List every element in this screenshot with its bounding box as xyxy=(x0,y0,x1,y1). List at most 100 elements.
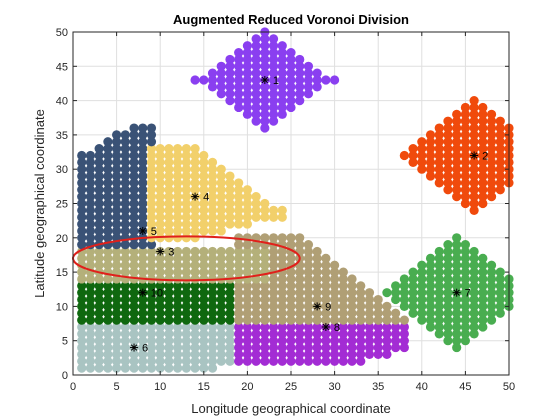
cell-point-6 xyxy=(216,329,226,339)
cell-point-9 xyxy=(321,308,331,318)
cell-point-5 xyxy=(129,150,139,161)
cell-point-9 xyxy=(303,308,314,318)
cell-point-9 xyxy=(286,301,296,311)
cell-point-1 xyxy=(260,96,270,106)
cell-point-4 xyxy=(190,205,200,215)
cell-point-5 xyxy=(77,164,87,174)
cell-point-1 xyxy=(268,109,279,119)
cell-point-6 xyxy=(199,356,209,366)
cell-point-2 xyxy=(417,157,427,167)
cell-point-7 xyxy=(417,267,427,277)
cell-point-1 xyxy=(295,96,305,106)
cell-point-8 xyxy=(286,329,296,339)
cell-point-7 xyxy=(460,253,470,263)
cell-point-4 xyxy=(225,171,235,181)
cell-point-7 xyxy=(391,294,401,305)
cell-point-1 xyxy=(286,68,296,78)
cell-point-9 xyxy=(330,274,340,284)
cell-point-3 xyxy=(164,246,174,257)
cell-point-1 xyxy=(268,41,279,51)
cell-point-7 xyxy=(408,274,418,284)
cell-point-3 xyxy=(225,253,235,263)
cell-point-6 xyxy=(164,342,174,353)
cell-point-8 xyxy=(364,336,375,346)
cell-point-10 xyxy=(77,308,87,318)
cell-point-7 xyxy=(478,288,488,298)
cell-point-9 xyxy=(242,240,252,250)
cell-point-2 xyxy=(452,116,462,126)
cell-point-5 xyxy=(138,212,148,222)
cell-point-5 xyxy=(94,205,104,215)
cell-point-4 xyxy=(155,205,165,215)
cell-point-7 xyxy=(460,240,470,250)
cell-point-5 xyxy=(129,123,139,133)
cell-point-3 xyxy=(120,260,130,270)
cell-point-5 xyxy=(146,123,157,133)
cell-point-2 xyxy=(434,171,444,181)
cell-point-9 xyxy=(251,301,261,311)
cell-point-10 xyxy=(112,301,122,311)
cell-point-8 xyxy=(364,329,375,339)
cell-point-4 xyxy=(216,212,226,222)
cell-point-7 xyxy=(469,308,479,318)
cell-point-10 xyxy=(207,288,218,298)
cell-point-8 xyxy=(268,329,279,339)
cell-point-1 xyxy=(286,61,296,71)
cell-point-5 xyxy=(103,178,113,188)
cell-point-2 xyxy=(486,157,497,167)
cell-point-3 xyxy=(155,267,165,277)
cell-point-7 xyxy=(469,281,479,291)
cell-point-6 xyxy=(77,349,87,360)
cell-point-3 xyxy=(129,260,139,270)
cell-point-9 xyxy=(312,281,322,291)
cell-point-9 xyxy=(321,260,331,270)
cell-point-1 xyxy=(295,82,305,92)
cell-point-9 xyxy=(347,315,357,325)
cell-point-4 xyxy=(181,226,191,236)
cell-point-6 xyxy=(225,322,235,332)
cell-point-2 xyxy=(417,150,427,161)
site-label-6: 6 xyxy=(142,343,148,355)
site-star-stroke xyxy=(191,193,199,200)
cell-point-8 xyxy=(347,336,357,346)
cell-point-8 xyxy=(234,322,244,332)
cell-point-1 xyxy=(312,82,322,92)
cell-point-7 xyxy=(434,315,444,325)
cell-point-1 xyxy=(251,109,261,119)
cell-point-8 xyxy=(321,342,331,353)
cell-point-3 xyxy=(94,274,104,284)
cell-point-7 xyxy=(486,274,497,284)
cell-point-1 xyxy=(295,89,305,99)
cell-point-9 xyxy=(242,294,252,305)
cell-point-3 xyxy=(103,253,113,263)
cell-point-6 xyxy=(129,356,139,366)
cell-point-2 xyxy=(478,130,488,140)
cell-point-8 xyxy=(242,329,252,339)
cell-point-2 xyxy=(460,164,470,174)
cell-point-4 xyxy=(164,144,174,154)
cell-point-9 xyxy=(303,246,314,257)
cell-point-8 xyxy=(277,336,287,346)
cell-point-7 xyxy=(425,301,436,311)
cell-point-3 xyxy=(173,246,183,257)
cell-point-8 xyxy=(295,356,305,366)
cell-point-2 xyxy=(434,178,444,188)
cell-point-8 xyxy=(373,349,383,360)
cell-point-5 xyxy=(129,185,139,195)
cell-point-7 xyxy=(452,315,462,325)
cell-point-3 xyxy=(216,260,226,270)
cell-point-10 xyxy=(190,294,200,305)
cell-point-8 xyxy=(268,349,279,360)
cell-point-4 xyxy=(207,178,218,188)
cell-point-10 xyxy=(173,308,183,318)
cell-point-3 xyxy=(260,274,270,284)
cell-point-4 xyxy=(173,171,183,181)
cell-point-7 xyxy=(425,253,436,263)
cell-point-8 xyxy=(295,322,305,332)
cell-point-6 xyxy=(199,363,209,373)
cell-point-1 xyxy=(234,75,244,85)
cell-point-1 xyxy=(242,54,252,65)
cell-point-1 xyxy=(277,41,287,51)
cell-point-1 xyxy=(242,68,252,78)
